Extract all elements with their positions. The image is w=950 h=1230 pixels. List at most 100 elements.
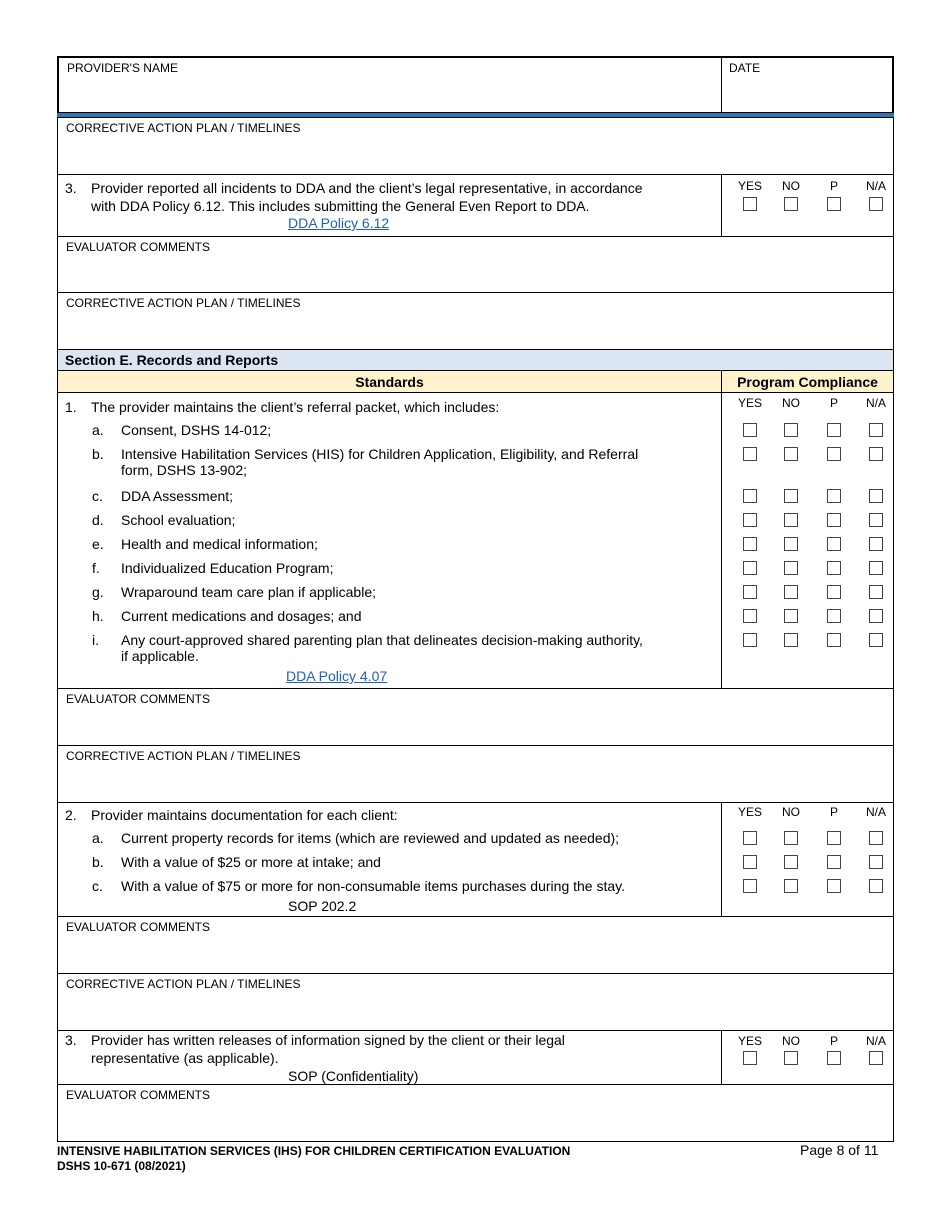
checkbox-p[interactable] [827, 561, 841, 575]
evaluator-comments-field[interactable]: EVALUATOR COMMENTS [57, 916, 894, 974]
checkbox-p[interactable] [827, 879, 841, 893]
checkbox-yes[interactable] [743, 513, 757, 527]
checkbox-p[interactable] [827, 585, 841, 599]
checkbox-yes[interactable] [743, 423, 757, 437]
checkbox-p[interactable] [827, 855, 841, 869]
checkbox-yes[interactable] [743, 633, 757, 647]
divider [721, 371, 722, 392]
checkbox-yes[interactable] [743, 831, 757, 845]
subitem-letter: g. [92, 584, 104, 600]
section-title: Section E. Records and Reports [65, 352, 279, 368]
checkbox-no[interactable] [784, 423, 798, 437]
cap-field[interactable]: CORRECTIVE ACTION PLAN / TIMELINES [57, 745, 894, 803]
checkbox-na[interactable] [869, 609, 883, 623]
compliance-heading: Program Compliance [737, 374, 878, 390]
checkbox-na[interactable] [869, 633, 883, 647]
checkbox-p[interactable] [827, 513, 841, 527]
subitem-text: Health and medical information; [121, 536, 318, 552]
cap-label: CORRECTIVE ACTION PLAN / TIMELINES [66, 977, 301, 991]
checkbox-no[interactable] [784, 855, 798, 869]
checkbox-na[interactable] [869, 513, 883, 527]
checkbox-yes[interactable] [743, 489, 757, 503]
checkbox-p[interactable] [827, 197, 841, 211]
checkbox-yes[interactable] [743, 1051, 757, 1065]
checkbox-yes[interactable] [743, 585, 757, 599]
cap-label: CORRECTIVE ACTION PLAN / TIMELINES [66, 121, 301, 135]
checkbox-no[interactable] [784, 513, 798, 527]
evaluator-comments-field[interactable]: EVALUATOR COMMENTS [57, 1084, 894, 1142]
section-header: Section E. Records and Reports [57, 349, 894, 371]
checkbox-yes[interactable] [743, 879, 757, 893]
divider [721, 1031, 722, 1084]
item-text: Provider reported all incidents to DDA a… [91, 180, 643, 196]
checkbox-na[interactable] [869, 489, 883, 503]
checkbox-na[interactable] [869, 879, 883, 893]
subitem-letter: f. [92, 560, 100, 576]
checkbox-na[interactable] [869, 447, 883, 461]
checkbox-yes[interactable] [743, 447, 757, 461]
checkbox-no[interactable] [784, 585, 798, 599]
checkbox-na[interactable] [869, 197, 883, 211]
eval-label: EVALUATOR COMMENTS [66, 920, 211, 934]
subitem-text: Individualized Education Program; [121, 560, 334, 576]
checkbox-na[interactable] [869, 537, 883, 551]
checkbox-no[interactable] [784, 447, 798, 461]
checkbox-p[interactable] [827, 831, 841, 845]
checkbox-no[interactable] [784, 879, 798, 893]
policy-link[interactable]: DDA Policy 6.12 [288, 215, 390, 231]
checkbox-yes[interactable] [743, 609, 757, 623]
policy-link[interactable]: DDA Policy 4.07 [286, 668, 388, 684]
standards-header: Standards Program Compliance [57, 370, 894, 393]
checkbox-na[interactable] [869, 1051, 883, 1065]
checkbox-yes[interactable] [743, 537, 757, 551]
checkbox-p[interactable] [827, 537, 841, 551]
checkbox-no[interactable] [784, 561, 798, 575]
question-3-prev: 3. Provider reported all incidents to DD… [57, 174, 894, 237]
item-text: Provider maintains documentation for eac… [91, 807, 398, 823]
reference: SOP (Confidentiality) [288, 1068, 419, 1084]
checkbox-no[interactable] [784, 831, 798, 845]
checkbox-p[interactable] [827, 1051, 841, 1065]
subitem-letter: h. [92, 608, 104, 624]
compliance-col-header: N/A [865, 1034, 886, 1048]
checkbox-na[interactable] [869, 855, 883, 869]
checkbox-yes[interactable] [743, 561, 757, 575]
compliance-col-header: N/A [865, 396, 886, 410]
checkbox-na[interactable] [869, 423, 883, 437]
checkbox-p[interactable] [827, 633, 841, 647]
subitem-text: DDA Assessment; [121, 488, 234, 504]
cap-label: CORRECTIVE ACTION PLAN / TIMELINES [66, 749, 301, 763]
eval-label: EVALUATOR COMMENTS [66, 240, 211, 254]
reference: SOP 202.2 [288, 898, 357, 914]
cap-field[interactable]: CORRECTIVE ACTION PLAN / TIMELINES [57, 292, 894, 350]
subitem-letter: b. [92, 446, 104, 462]
subitem-text: Consent, DSHS 14-012; [121, 422, 272, 438]
checkbox-no[interactable] [784, 197, 798, 211]
checkbox-no[interactable] [784, 633, 798, 647]
subitem-letter: d. [92, 512, 104, 528]
compliance-col-header: P [829, 179, 838, 193]
provider-header: PROVIDER'S NAME DATE [57, 56, 894, 114]
item-text: The provider maintains the client’s refe… [91, 399, 500, 415]
checkbox-no[interactable] [784, 489, 798, 503]
checkbox-p[interactable] [827, 423, 841, 437]
checkbox-yes[interactable] [743, 855, 757, 869]
cap-field[interactable]: CORRECTIVE ACTION PLAN / TIMELINES [57, 973, 894, 1031]
evaluator-comments-field[interactable]: EVALUATOR COMMENTS [57, 688, 894, 746]
checkbox-na[interactable] [869, 831, 883, 845]
checkbox-na[interactable] [869, 585, 883, 599]
checkbox-p[interactable] [827, 609, 841, 623]
checkbox-no[interactable] [784, 609, 798, 623]
checkbox-yes[interactable] [743, 197, 757, 211]
checkbox-no[interactable] [784, 537, 798, 551]
evaluator-comments-field[interactable]: EVALUATOR COMMENTS [57, 236, 894, 293]
subitem-text: Current property records for items (whic… [121, 830, 620, 846]
checkbox-p[interactable] [827, 447, 841, 461]
checkbox-p[interactable] [827, 489, 841, 503]
subitem-text: Current medications and dosages; and [121, 608, 362, 624]
cap-field[interactable]: CORRECTIVE ACTION PLAN / TIMELINES [57, 117, 894, 175]
checkbox-no[interactable] [784, 1051, 798, 1065]
checkbox-na[interactable] [869, 561, 883, 575]
compliance-col-header: NO [782, 1034, 800, 1048]
